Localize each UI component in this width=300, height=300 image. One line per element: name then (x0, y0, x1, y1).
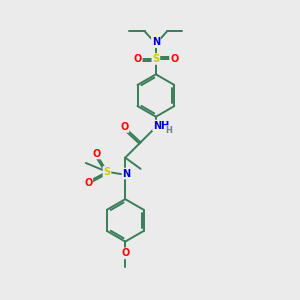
Text: S: S (103, 167, 111, 177)
Text: O: O (170, 54, 178, 64)
Text: O: O (120, 122, 128, 132)
Text: NH: NH (153, 121, 169, 130)
Text: S: S (152, 54, 160, 64)
Text: N: N (152, 37, 160, 47)
Text: H: H (165, 126, 172, 135)
Text: O: O (134, 54, 142, 64)
Text: O: O (84, 178, 92, 188)
Text: O: O (93, 148, 101, 158)
Text: N: N (122, 169, 130, 178)
Text: O: O (121, 248, 129, 258)
